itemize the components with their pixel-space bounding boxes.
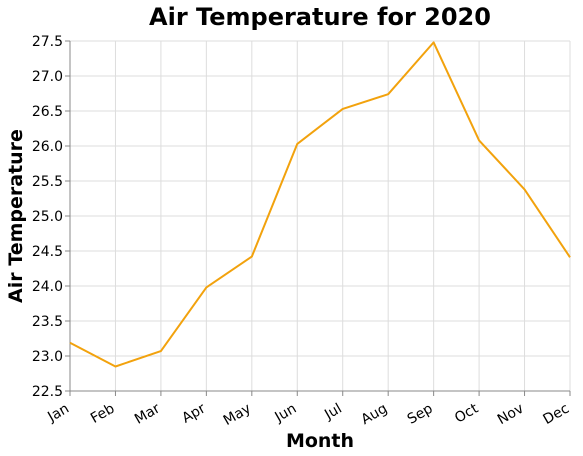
x-tick-label: Feb <box>88 401 118 427</box>
y-tick-label: 22.5 <box>32 384 63 400</box>
chart-title: Air Temperature for 2020 <box>149 3 491 31</box>
y-tick-label: 26.0 <box>32 139 63 155</box>
x-tick-label: Nov <box>495 401 527 429</box>
x-tick-label: May <box>221 401 254 429</box>
y-tick-label: 23.5 <box>32 314 63 330</box>
x-tick-label: Apr <box>179 400 208 426</box>
y-tick-label: 26.5 <box>32 104 63 120</box>
y-axis-title: Air Temperature <box>5 129 27 303</box>
y-tick-label: 24.0 <box>32 279 63 295</box>
x-axis-title: Month <box>286 430 354 452</box>
y-tick-label: 24.5 <box>32 244 63 260</box>
grid <box>69 40 571 392</box>
series-line <box>69 41 571 368</box>
axes: 22.5 23.0 23.5 24.0 24.5 25.0 25.5 26.0 26.5 27.0… <box>32 34 572 429</box>
y-tick-label: 23.0 <box>32 349 63 365</box>
x-tick-label: Jul <box>321 401 345 424</box>
y-tick-label: 27.0 <box>32 69 63 85</box>
x-tick-label: Oct <box>452 400 481 426</box>
x-tick-label: Mar <box>132 400 163 427</box>
x-tick-label: Dec <box>541 401 572 428</box>
y-tick-label: 25.0 <box>32 209 63 225</box>
series <box>69 41 571 368</box>
y-tick-label: 27.5 <box>32 34 63 50</box>
x-tick-label: Jan <box>44 401 72 426</box>
y-tick-label: 25.5 <box>32 174 63 190</box>
x-tick-label: Aug <box>359 401 391 429</box>
x-tick-label: Sep <box>405 401 436 428</box>
x-tick-label: Jun <box>271 401 299 426</box>
